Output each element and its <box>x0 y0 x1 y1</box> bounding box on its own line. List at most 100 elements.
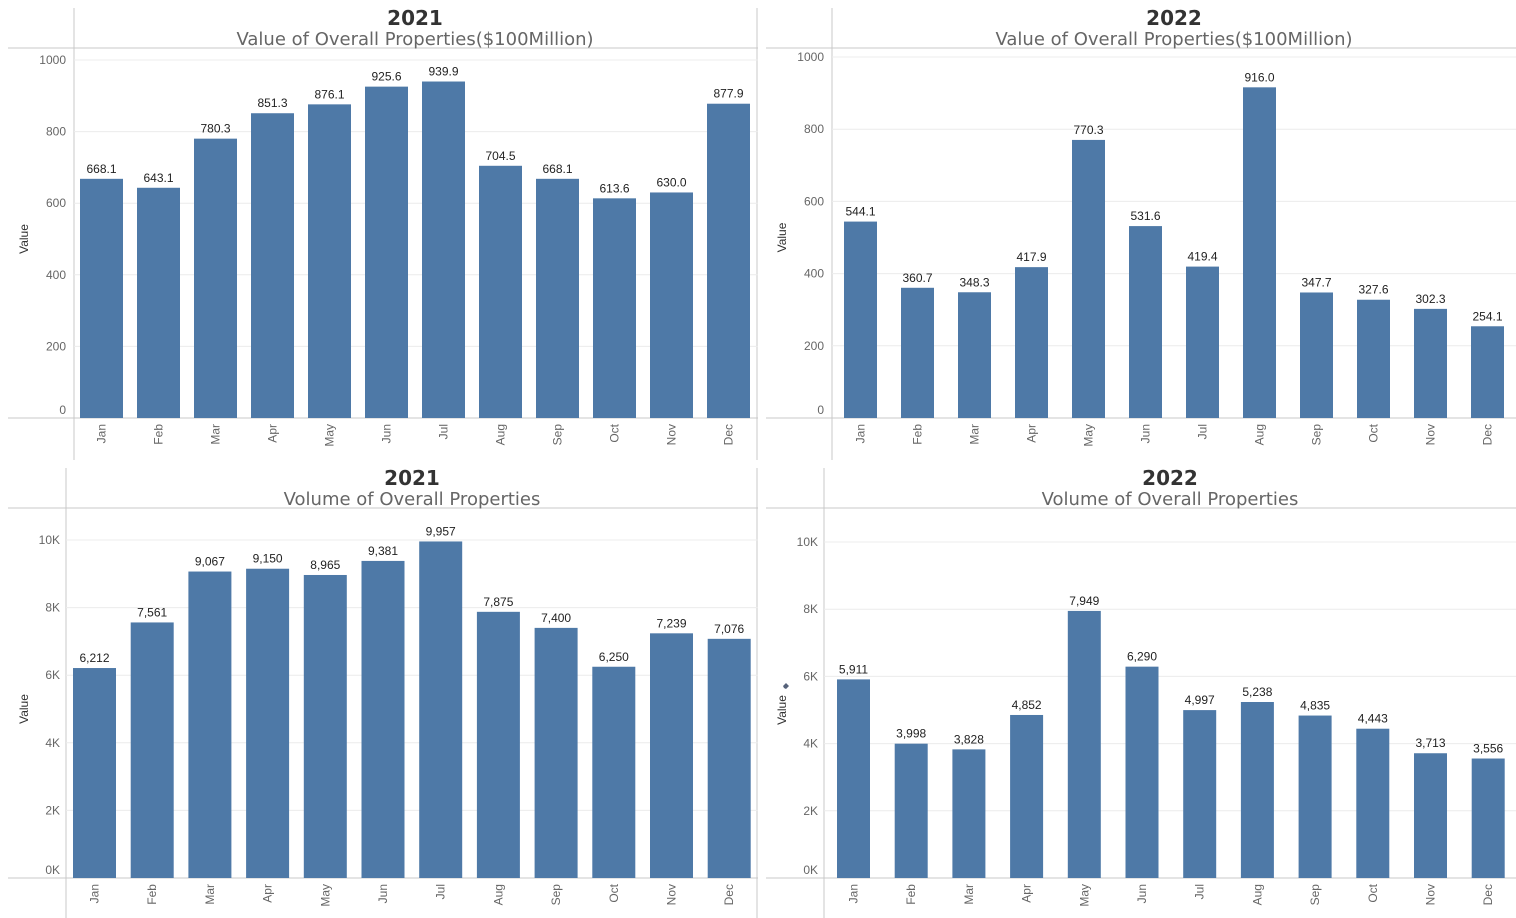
bar[interactable] <box>1471 326 1504 418</box>
bar[interactable] <box>1243 87 1276 418</box>
bar[interactable] <box>1300 292 1333 418</box>
x-tick-label: Mar <box>209 424 223 445</box>
bar[interactable] <box>894 743 928 878</box>
bar[interactable] <box>73 668 116 878</box>
bar[interactable] <box>837 679 870 878</box>
y-tick-label: 400 <box>804 267 824 281</box>
bar[interactable] <box>194 138 237 419</box>
bar[interactable] <box>952 749 986 878</box>
y-tick-label: 800 <box>804 122 824 136</box>
x-tick-label: Jun <box>376 884 390 903</box>
chart-subtitle: Value of Overall Properties($100Million) <box>236 29 593 50</box>
data-label: 347.7 <box>1301 275 1331 289</box>
bar[interactable] <box>1186 266 1219 418</box>
x-tick-label: May <box>318 884 332 907</box>
x-tick-label: Jan <box>95 424 109 443</box>
data-label: 630.0 <box>656 175 686 189</box>
bar[interactable] <box>188 571 232 878</box>
y-tick-label: 0K <box>803 863 818 877</box>
bar[interactable] <box>534 627 578 878</box>
bar[interactable] <box>479 165 522 418</box>
bar[interactable] <box>308 104 351 418</box>
y-tick-label: 0K <box>45 863 60 877</box>
data-label: 327.6 <box>1358 283 1388 297</box>
data-label: 7,949 <box>1069 594 1099 608</box>
bar[interactable] <box>365 86 408 419</box>
x-tick-label: May <box>1082 424 1096 447</box>
chart-title: 2021 <box>384 466 440 490</box>
bar[interactable] <box>137 187 180 418</box>
data-label: 9,150 <box>253 552 283 566</box>
bar[interactable] <box>1414 308 1447 418</box>
bar[interactable] <box>844 221 877 418</box>
bar[interactable] <box>303 574 347 878</box>
chart-title: 2022 <box>1146 6 1202 30</box>
data-label: 7,875 <box>483 595 513 609</box>
bar[interactable] <box>251 113 294 419</box>
bar[interactable] <box>419 541 463 878</box>
bar[interactable] <box>1010 714 1044 878</box>
bar[interactable] <box>246 568 290 878</box>
y-tick-label: 6K <box>803 669 818 683</box>
bar[interactable] <box>361 560 405 878</box>
bar[interactable] <box>958 292 991 418</box>
chart-title: 2021 <box>387 6 443 30</box>
x-tick-label: Mar <box>968 424 982 445</box>
x-tick-label: Jul <box>434 884 448 899</box>
data-label: 5,911 <box>839 662 868 676</box>
bar[interactable] <box>707 638 751 878</box>
data-label: 877.9 <box>713 87 743 101</box>
bar[interactable] <box>1072 139 1105 419</box>
chart-2021-value: 2021 Value of Overall Properties($100Mill… <box>0 0 758 460</box>
bar[interactable] <box>476 611 520 878</box>
data-label: 8,965 <box>310 558 340 572</box>
chart-2022-value: 2022 Value of Overall Properties($100Mill… <box>758 0 1516 460</box>
y-tick-label: 4K <box>45 736 60 750</box>
bar[interactable] <box>593 198 636 418</box>
bar[interactable] <box>422 81 465 418</box>
bar[interactable] <box>707 103 750 419</box>
x-tick-label: Jan <box>847 884 861 903</box>
data-label: 704.5 <box>485 149 515 163</box>
x-tick-label: May <box>1077 884 1091 907</box>
bar[interactable] <box>1129 226 1162 418</box>
x-tick-label: Apr <box>1020 884 1034 903</box>
data-label: 7,239 <box>656 616 686 630</box>
bar[interactable] <box>650 192 693 418</box>
y-tick-label: 0 <box>59 403 66 417</box>
bar[interactable] <box>650 633 693 878</box>
bar[interactable] <box>536 178 579 418</box>
x-tick-label: Apr <box>1025 424 1039 443</box>
chart-subtitle: Volume of Overall Properties <box>1042 489 1299 510</box>
bar[interactable] <box>1414 753 1447 878</box>
bar[interactable] <box>1125 666 1159 878</box>
x-tick-label: Jul <box>1193 884 1207 899</box>
bar[interactable] <box>1183 710 1217 878</box>
data-label: 3,828 <box>954 732 984 746</box>
bar[interactable] <box>592 666 636 878</box>
data-label: 4,835 <box>1300 699 1330 713</box>
bar[interactable] <box>1067 610 1101 878</box>
data-label: 613.6 <box>599 181 629 195</box>
bar[interactable] <box>901 287 934 418</box>
bar[interactable] <box>1357 299 1390 418</box>
y-tick-label: 200 <box>46 339 66 353</box>
data-label: 7,400 <box>541 611 571 625</box>
data-label: 544.1 <box>845 205 875 219</box>
x-tick-label: Jun <box>1139 424 1153 443</box>
x-tick-label: Mar <box>203 884 217 905</box>
bar[interactable] <box>1240 702 1274 878</box>
bar[interactable] <box>130 622 174 878</box>
data-label: 780.3 <box>200 122 230 136</box>
bar[interactable] <box>1471 758 1505 878</box>
x-tick-label: Dec <box>722 884 736 905</box>
data-label: 643.1 <box>143 171 173 185</box>
bar[interactable] <box>1356 728 1390 878</box>
bar[interactable] <box>1015 267 1048 418</box>
bar[interactable] <box>80 178 123 418</box>
y-tick-label: 400 <box>46 268 66 282</box>
bar[interactable] <box>1298 715 1332 878</box>
pin-icon[interactable] <box>780 683 789 692</box>
